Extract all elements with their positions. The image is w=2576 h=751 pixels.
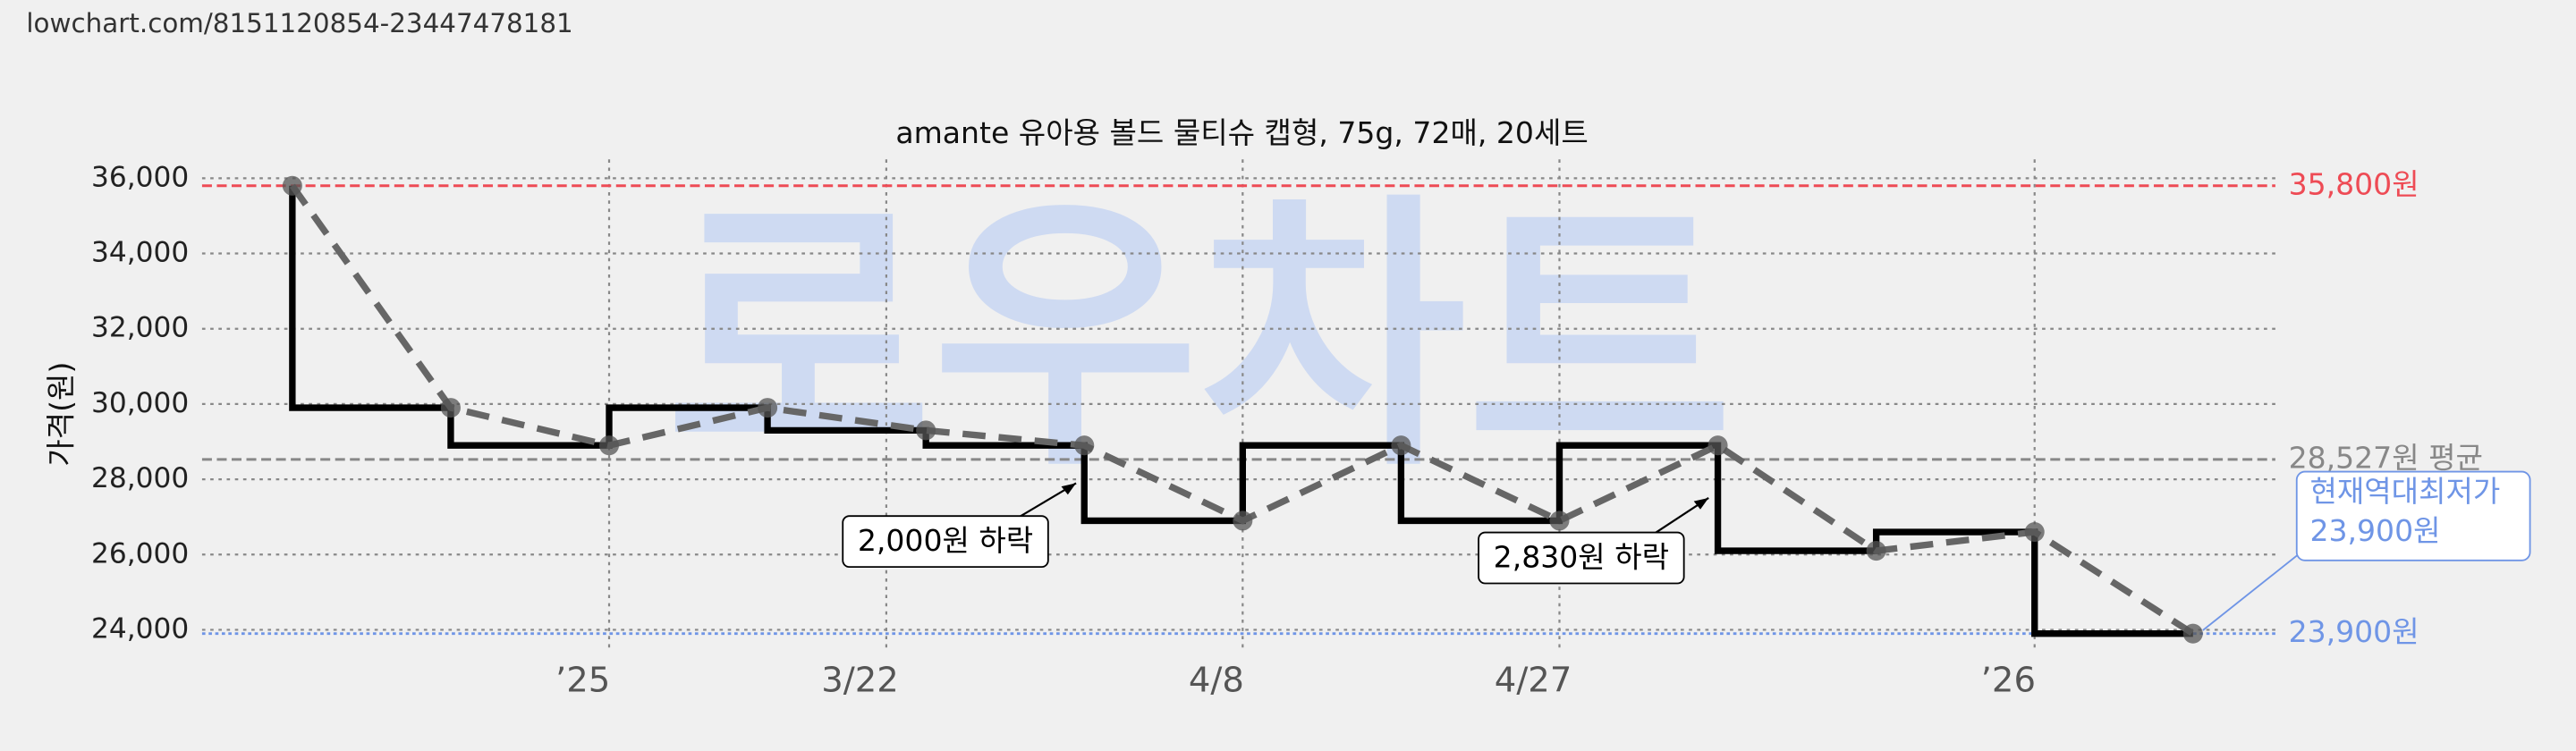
annotation-box <box>842 515 1049 569</box>
y-tick-label: 36,000 <box>91 161 189 193</box>
point <box>440 398 461 418</box>
point <box>1233 511 1253 531</box>
arrow-head <box>1693 497 1709 510</box>
annotation-text: 2,000원 하락 <box>858 523 1033 558</box>
url-header: lowchart.com/8151120854-23447478181 <box>26 8 572 38</box>
x-tick-label: 4/27 <box>1495 660 1572 700</box>
point <box>1391 435 1411 456</box>
y-tick-label: 30,000 <box>91 387 189 419</box>
y-tick-label: 34,000 <box>91 237 189 269</box>
reference-label: 23,900원 <box>2289 614 2419 649</box>
point <box>1866 541 1886 561</box>
y-tick-label: 28,000 <box>91 462 189 494</box>
reference-label: 35,800원 <box>2289 166 2419 201</box>
callout-arrow <box>2202 550 2304 631</box>
point <box>1549 511 1570 531</box>
callout-text: 23,900원 <box>2309 513 2440 548</box>
y-tick-label: 26,000 <box>91 537 189 570</box>
x-tick-label: 4/8 <box>1189 660 1244 700</box>
point <box>282 175 302 196</box>
y-tick-label: 24,000 <box>91 612 189 645</box>
y-axis-label: 가격(원) <box>43 362 78 467</box>
x-tick-label: ’26 <box>1981 660 2036 700</box>
point <box>758 398 778 418</box>
callout-text: 현재역대최저가 <box>2309 474 2500 509</box>
point <box>2024 521 2045 543</box>
arrow-head <box>1061 483 1077 495</box>
watermark: 로우차트 <box>665 171 1733 505</box>
reference-label: 28,527원 평균 <box>2289 440 2483 475</box>
annotation-box <box>1478 531 1685 585</box>
callout-box <box>2295 470 2531 561</box>
point <box>1707 435 1728 456</box>
point <box>916 420 936 441</box>
annotation-text: 2,830원 하락 <box>1494 539 1669 574</box>
y-tick-label: 32,000 <box>91 312 189 344</box>
x-tick-label: ’25 <box>555 660 610 700</box>
x-tick-label: 3/22 <box>821 660 899 700</box>
point <box>2182 623 2203 644</box>
chart-title: amante 유아용 볼드 물티슈 캡형, 75g, 72매, 20세트 <box>895 115 1588 150</box>
point <box>598 435 620 456</box>
point <box>1074 435 1095 456</box>
